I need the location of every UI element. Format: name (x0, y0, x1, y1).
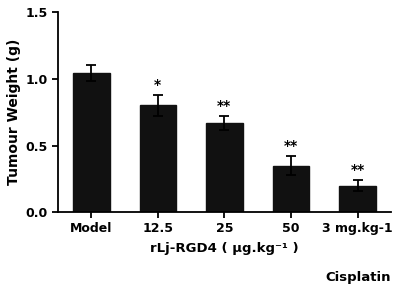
Text: rLj-RGD4 ( μg.kg⁻¹ ): rLj-RGD4 ( μg.kg⁻¹ ) (150, 242, 298, 255)
Text: **: ** (283, 139, 298, 153)
Bar (338, 186, 375, 212)
Bar (272, 165, 308, 212)
Bar (73, 73, 109, 212)
Bar (206, 123, 242, 212)
Text: **: ** (217, 99, 231, 113)
Text: **: ** (350, 163, 364, 177)
Text: Cisplatin: Cisplatin (324, 271, 389, 284)
Bar (139, 106, 176, 212)
Text: *: * (154, 78, 161, 92)
Y-axis label: Tumour Weight (g): Tumour Weight (g) (7, 39, 21, 185)
